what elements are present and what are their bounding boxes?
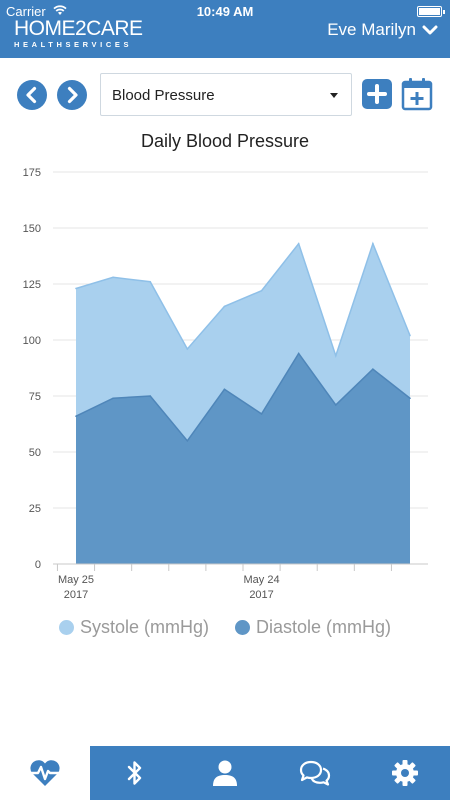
chat-icon [299,760,331,786]
metric-select-value: Blood Pressure [112,87,215,104]
y-tick-label: 100 [23,335,41,347]
data-point-systole [409,334,411,337]
bluetooth-icon [127,761,142,785]
next-button[interactable] [57,80,87,110]
data-point-systole [112,276,114,279]
y-tick-label: 0 [35,559,41,571]
data-point-diastole [223,388,226,391]
legend-label-systole: Systole (mmHg) [79,617,209,637]
gear-icon [392,760,418,786]
line-series-diastole [75,352,411,443]
y-tick-label: 175 [23,167,41,179]
tab-messages[interactable] [270,746,360,800]
tab-bar [0,746,450,800]
clock: 10:49 AM [196,4,254,19]
data-point-diastole [75,415,77,417]
tab-profile[interactable] [180,746,270,800]
y-tick-label: 150 [23,223,41,235]
y-tick-label: 75 [29,391,41,403]
data-point-diastole [334,404,337,406]
chart-legend: Systole (mmHg) Diastole (mmHg) [0,617,450,638]
legend-label-diastole: Diastole (mmHg) [255,617,392,637]
logo-main-text: HOME2CARE [14,17,143,40]
user-name: Eve Marilyn [327,20,416,39]
status-bar: Carrier 10:49 AM [0,4,450,20]
heartbeat-icon [29,760,61,786]
y-tick-label: 25 [29,503,41,515]
line-series-systole [75,241,411,359]
data-point-diastole [297,352,300,355]
wifi-icon [53,5,67,15]
data-point-systole [223,305,226,308]
data-point-systole [260,289,263,292]
logo-sub-text: HEALTHSERVICES [14,40,133,49]
data-point-systole [297,242,300,245]
blood-pressure-chart: 0 25 50 75 100 125 150 175 May 25 2017 May 24 2017 [23,167,428,601]
carrier-label: Carrier [6,4,46,19]
tab-settings[interactable] [360,746,450,800]
data-point-diastole [409,397,411,400]
x-tick-label-year: 2017 [249,589,273,601]
user-menu[interactable]: Eve Marilyn [327,20,438,40]
legend-item-diastole[interactable]: Diastole (mmHg) [234,617,392,638]
header-bar: Carrier 10:49 AM HOME2CARE HEALTHSERVICE… [0,0,450,58]
data-point-diastole [372,368,374,370]
battery-icon [417,6,445,17]
plus-icon [367,84,387,104]
calendar-plus-icon [401,78,433,111]
legend-dot-diastole [234,620,250,635]
chart-title: Daily Blood Pressure [140,131,310,151]
legend-dot-systole [58,620,74,635]
app-logo: HOME2CARE HEALTHSERVICES [14,17,143,50]
tab-health[interactable] [0,746,90,800]
data-point-diastole [260,413,263,415]
user-icon [213,760,237,786]
data-point-systole [334,354,337,357]
x-tick-label: May 25 [58,574,94,586]
x-tick-label-year: 2017 [64,589,88,601]
area-series-diastole [76,353,410,564]
y-tick-label: 125 [23,279,41,291]
calendar-add-button[interactable] [401,77,433,111]
y-tick-label: 50 [29,447,41,459]
previous-button[interactable] [17,80,47,110]
chevron-down-icon [422,25,438,35]
data-point-systole [372,242,374,245]
caret-down-icon [330,93,338,98]
data-point-diastole [186,440,189,442]
data-point-diastole [149,395,152,397]
metric-select[interactable]: Blood Pressure [100,73,352,116]
data-point-systole [186,348,189,350]
add-reading-button[interactable] [362,79,392,109]
tab-bluetooth[interactable] [90,746,180,800]
chevron-left-icon [26,86,37,104]
data-point-systole [75,287,77,290]
x-tick-label: May 24 [244,574,280,586]
legend-item-systole[interactable]: Systole (mmHg) [58,617,209,638]
chevron-right-icon [67,86,78,104]
data-point-diastole [112,397,114,400]
data-point-systole [149,280,152,283]
